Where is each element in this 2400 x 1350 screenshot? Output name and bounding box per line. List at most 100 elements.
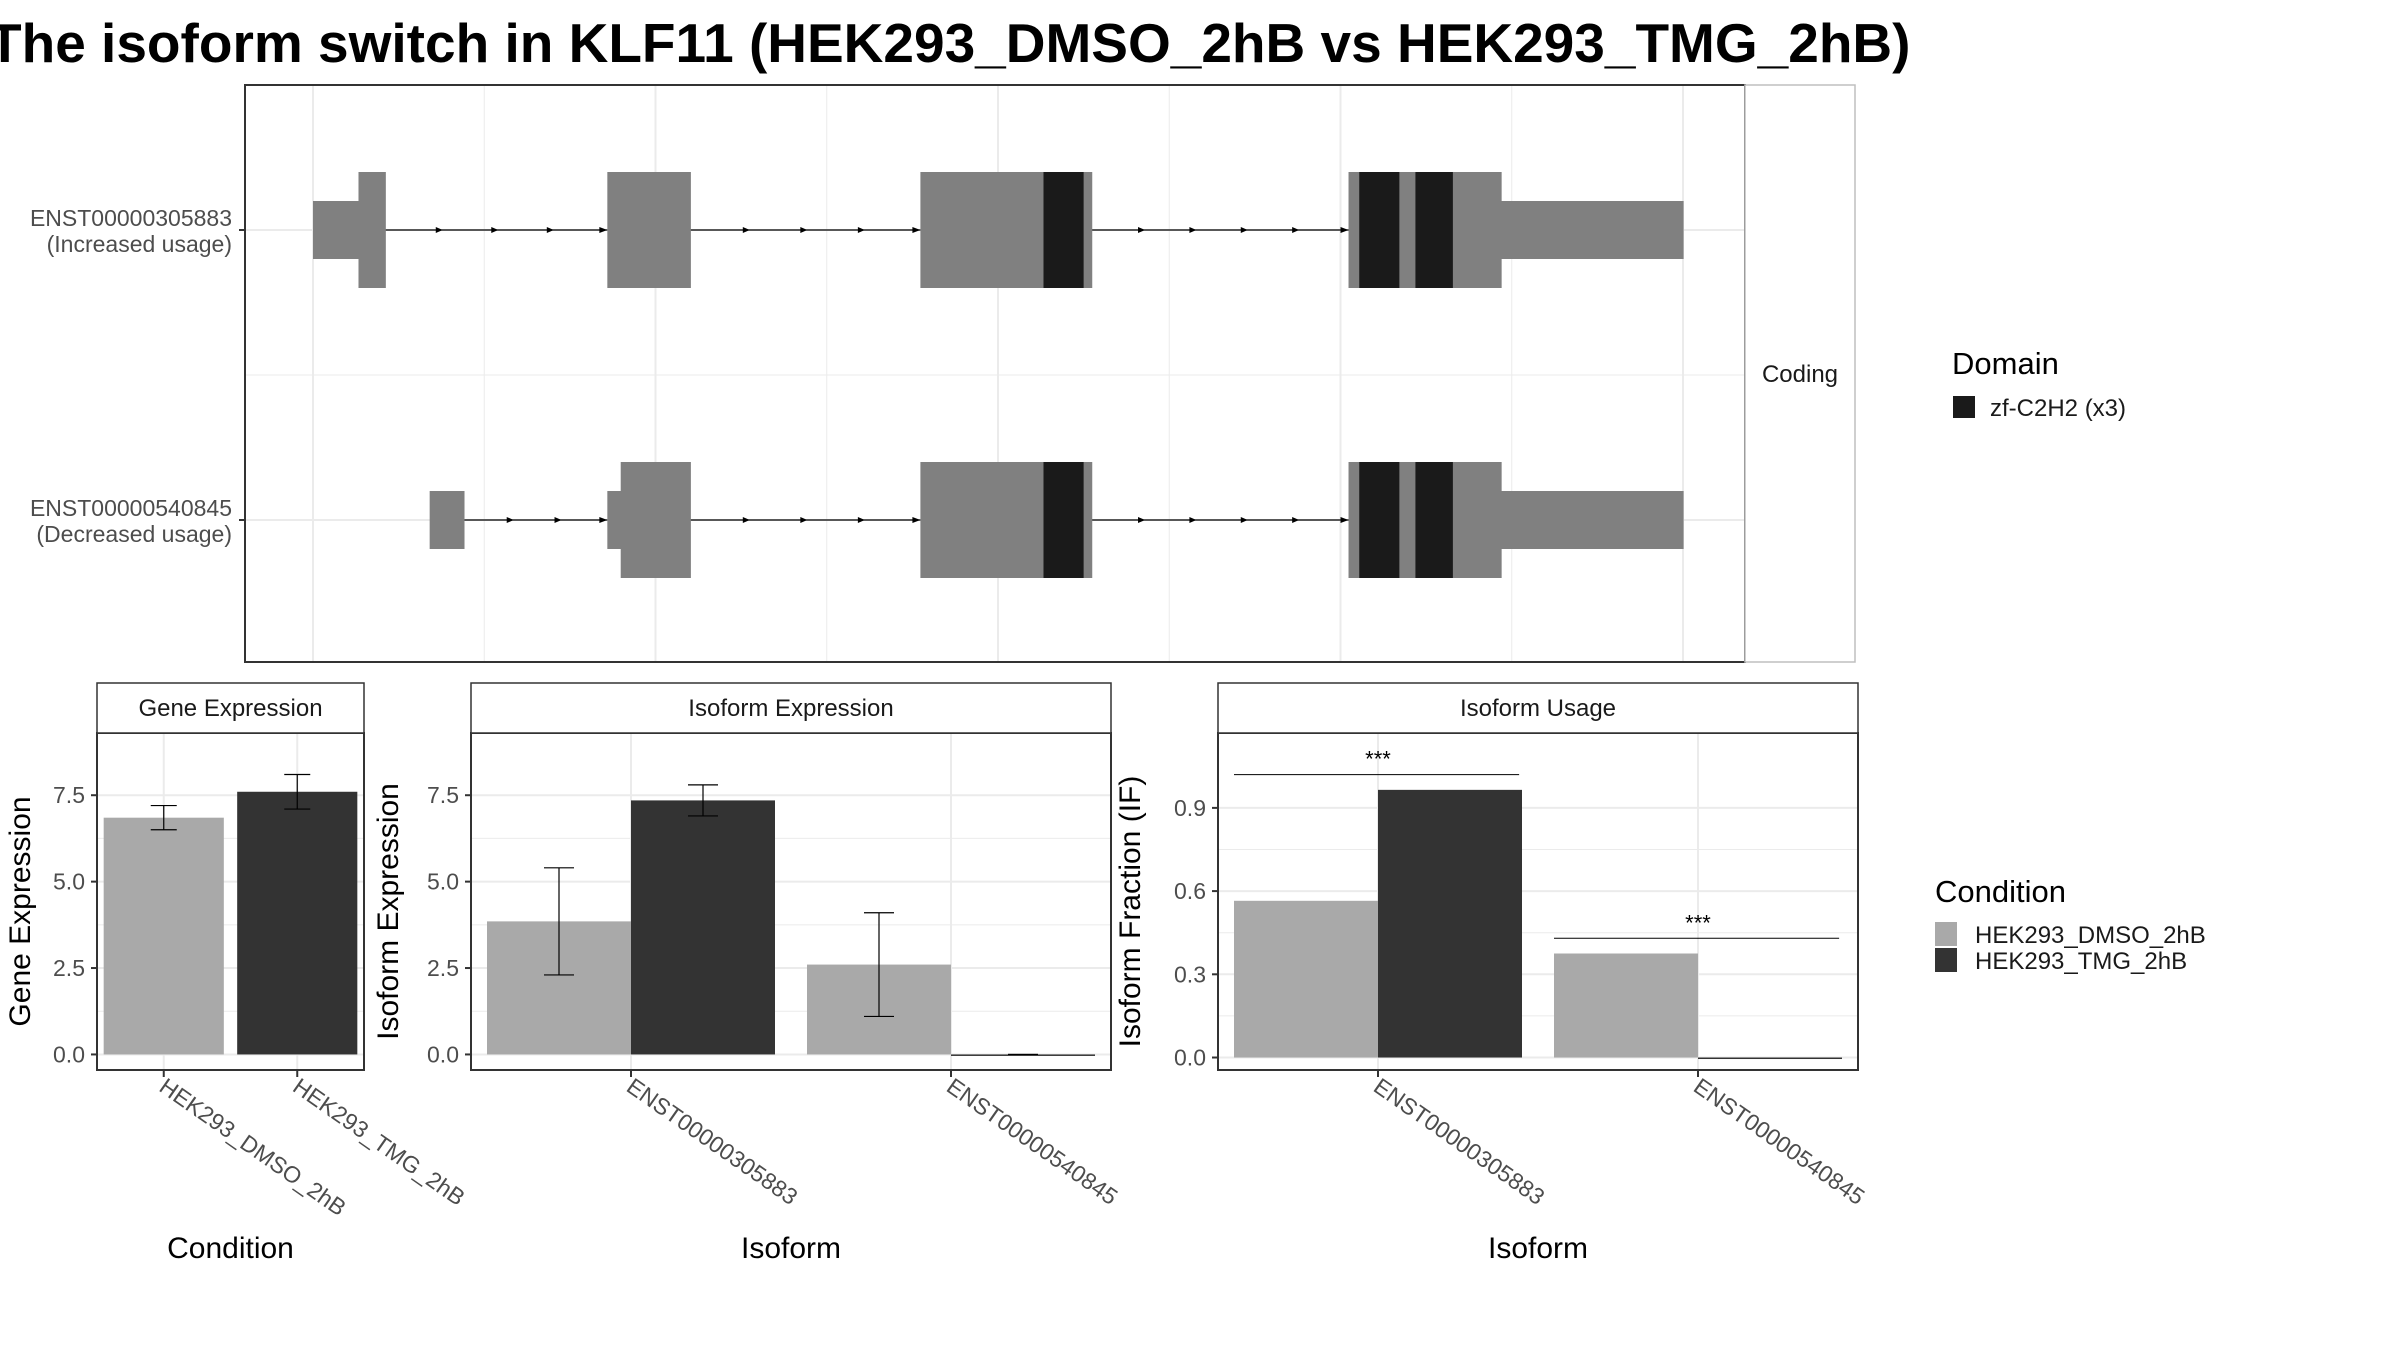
- bar: [1234, 900, 1378, 1058]
- domain-block: [1359, 462, 1400, 578]
- coding-exon-block: [1083, 172, 1093, 288]
- transcript-track: ENST00000540845(Decreased usage): [30, 462, 1684, 578]
- y-tick-label: 7.5: [53, 782, 85, 808]
- y-tick-label: 0.3: [1174, 961, 1206, 987]
- intron-arrow: [857, 517, 865, 523]
- coding-exon-block: [358, 172, 386, 288]
- domain-legend-swatch: [1953, 396, 1975, 418]
- y-tick-label: 0.0: [1174, 1045, 1206, 1071]
- x-axis-title: Isoform: [741, 1232, 841, 1265]
- coding-exon-block: [920, 462, 1045, 578]
- domain-legend-title: Domain: [1952, 346, 2059, 381]
- transcript-label-id: ENST00000305883: [30, 205, 232, 231]
- facet-strip-label: Coding: [1762, 361, 1838, 388]
- domain-block: [1415, 172, 1454, 288]
- transcript-label-id: ENST00000540845: [30, 495, 232, 521]
- intron-arrow: [857, 227, 865, 233]
- y-tick-label: 0.0: [53, 1041, 85, 1067]
- intron-arrow: [435, 227, 443, 233]
- bar-panel: *** *** 0.0 0.3 0.6 0.9 ENST00000305883 ENST000…: [1114, 682, 1870, 1265]
- bar: [631, 800, 775, 1055]
- x-tick-label: ENST00000305883: [1369, 1073, 1549, 1210]
- domain-block: [1043, 172, 1085, 288]
- x-tick-label: ENST00000540845: [942, 1073, 1122, 1210]
- coding-exon-block: [920, 172, 1045, 288]
- intron-arrow: [1340, 227, 1349, 233]
- intron-arrow: [506, 517, 514, 523]
- condition-legend-label: HEK293_DMSO_2hB: [1975, 922, 2206, 949]
- intron-arrow: [1138, 227, 1146, 233]
- x-tick-label: ENST00000305883: [622, 1073, 802, 1210]
- significance-label: ***: [1365, 747, 1391, 772]
- legends: Domain zf-C2H2 (x3) Condition HEK293_DMSO_2…: [1935, 346, 2206, 975]
- panel-strip: [96, 682, 365, 734]
- facet-strip: [1744, 84, 1856, 663]
- y-tick-label: 7.5: [427, 782, 459, 808]
- bar-chart-panels: 0.02.55.07.5HEK293_DMSO_2hBHEK293_TMG_2h…: [4, 682, 1870, 1265]
- chart-title: The isoform switch in KLF11 (HEK293_DMSO…: [0, 12, 1911, 74]
- intron-arrow: [912, 227, 921, 233]
- intron-arrow: [554, 517, 562, 523]
- coding-exon-block: [1452, 462, 1502, 578]
- condition-legend-label: HEK293_TMG_2hB: [1975, 948, 2187, 975]
- intron-arrow: [546, 227, 554, 233]
- domain-legend: Domain zf-C2H2 (x3): [1952, 346, 2126, 422]
- utr-exon-block: [1501, 201, 1684, 259]
- intron-arrow: [912, 517, 921, 523]
- bar: [237, 791, 358, 1055]
- y-axis-title: Gene Expression: [4, 796, 37, 1026]
- bar-panel: 0.0 2.5 5.0 7.5 ENST00000305883 ENST000005408…: [372, 682, 1123, 1265]
- transcript-structure-panel: ENST00000305883(Increased usage) ENST0000…: [30, 84, 1856, 663]
- y-tick-label: 0.9: [1174, 795, 1206, 821]
- bar: [1554, 953, 1698, 1058]
- x-axis-title: Isoform: [1488, 1232, 1588, 1265]
- significance-label: ***: [1685, 910, 1711, 935]
- bar: [1698, 1057, 1842, 1060]
- panel-strip: [1217, 682, 1859, 734]
- domain-block: [1359, 172, 1400, 288]
- y-tick-label: 0.0: [427, 1041, 459, 1067]
- bar: [103, 817, 224, 1055]
- utr-exon-block: [313, 201, 360, 259]
- condition-legend-swatch: [1935, 948, 1957, 972]
- coding-exon-block: [1348, 462, 1360, 578]
- condition-legend-swatch: [1935, 922, 1957, 946]
- intron-arrow: [1340, 517, 1349, 523]
- intron-arrow: [742, 517, 750, 523]
- y-tick-label: 0.6: [1174, 878, 1206, 904]
- y-tick-label: 5.0: [427, 869, 459, 895]
- intron-arrow: [1240, 517, 1248, 523]
- transcript-label-usage: (Decreased usage): [36, 521, 232, 547]
- intron-arrow: [1189, 517, 1197, 523]
- coding-exon-block: [1399, 172, 1417, 288]
- coding-exon-block: [1348, 172, 1360, 288]
- panel-strip-title: Isoform Usage: [1460, 695, 1616, 722]
- intron-arrow: [800, 227, 808, 233]
- panel-strip-title: Gene Expression: [138, 695, 322, 722]
- intron-arrow: [599, 227, 608, 233]
- coding-exon-block: [620, 462, 691, 578]
- domain-legend-label: zf-C2H2 (x3): [1990, 395, 2126, 422]
- transcript-label-usage: (Increased usage): [47, 231, 232, 257]
- condition-legend-title: Condition: [1935, 874, 2066, 909]
- intron-arrow: [1240, 227, 1248, 233]
- y-axis-title: Isoform Expression: [372, 783, 405, 1040]
- intron-arrow: [1189, 227, 1197, 233]
- intron-arrow: [742, 227, 750, 233]
- y-tick-label: 5.0: [53, 869, 85, 895]
- intron-arrow: [1292, 517, 1300, 523]
- bar: [1378, 789, 1522, 1058]
- panel-strip: [470, 682, 1112, 734]
- intron-arrow: [491, 227, 499, 233]
- x-axis-title: Condition: [167, 1232, 294, 1265]
- intron-arrow: [800, 517, 808, 523]
- utr-exon-block: [429, 491, 465, 549]
- coding-exon-block: [607, 172, 691, 288]
- y-axis-title: Isoform Fraction (IF): [1114, 776, 1147, 1048]
- intron-arrow: [599, 517, 608, 523]
- domain-block: [1043, 462, 1085, 578]
- panel-strip-title: Isoform Expression: [688, 695, 893, 722]
- domain-block: [1415, 462, 1454, 578]
